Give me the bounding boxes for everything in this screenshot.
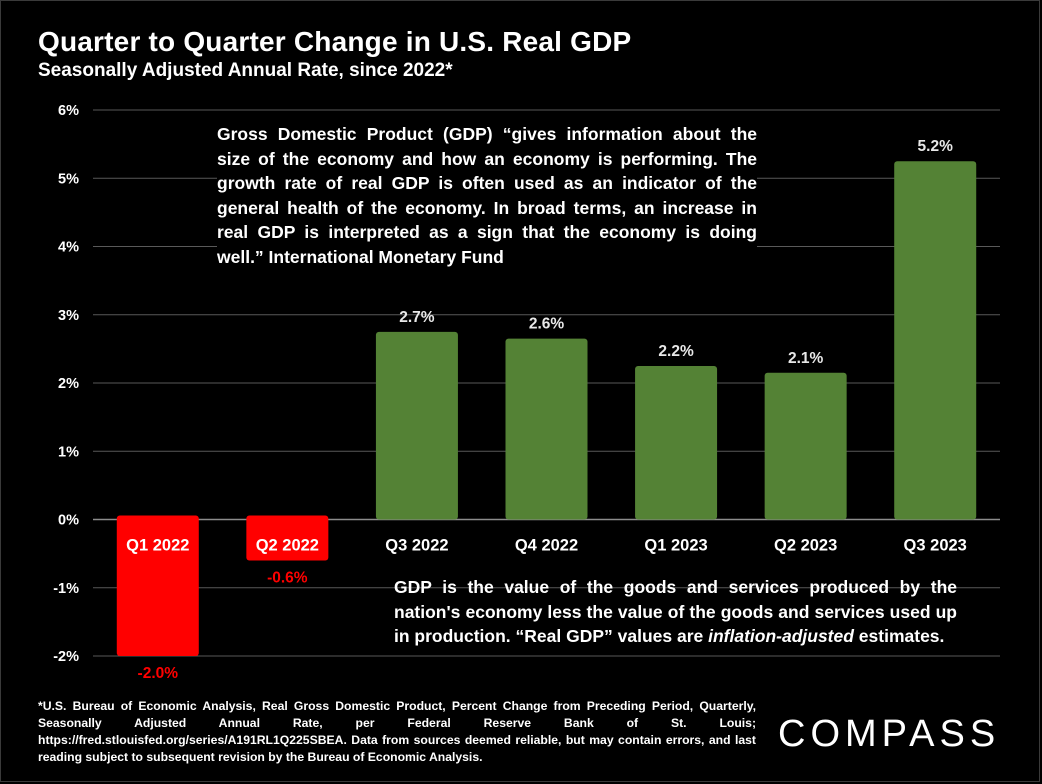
y-tick-label: -1%: [53, 581, 79, 597]
data-label: 2.7%: [399, 309, 435, 326]
imf-quote-annotation: Gross Domestic Product (GDP) “gives info…: [217, 122, 757, 269]
data-label: -0.6%: [267, 569, 308, 586]
definition-text-2: estimates.: [853, 626, 945, 646]
category-label: Q4 2022: [515, 537, 578, 555]
definition-italic: inflation-adjusted: [708, 626, 854, 646]
gdp-definition-annotation: GDP is the value of the goods and servic…: [394, 575, 957, 649]
chart-subtitle: Seasonally Adjusted Annual Rate, since 2…: [38, 60, 453, 81]
bars: [116, 161, 977, 656]
y-tick-label: -2%: [53, 649, 79, 665]
bar-q1-2022: [116, 515, 199, 656]
category-labels: Q1 2022 Q2 2022 Q3 2022 Q4 2022 Q1 2023 Q2 20…: [126, 537, 967, 555]
data-labels: -2.0% -0.6% 2.7% 2.6% 2.2% 2.1% 5.2%: [138, 138, 954, 682]
bar-q3-2022: [375, 331, 458, 520]
bar-q1-2023: [635, 365, 718, 520]
category-label: Q3 2022: [385, 537, 448, 555]
category-label: Q3 2023: [904, 537, 967, 555]
y-tick-label: 3%: [58, 308, 79, 324]
y-axis-ticks: -2% -1% 0% 1% 2% 3% 4% 5% 6%: [53, 103, 79, 665]
definition-text-1: GDP is the value of the goods and servic…: [394, 577, 957, 646]
y-tick-label: 5%: [58, 171, 79, 187]
category-label: Q2 2023: [774, 537, 837, 555]
chart-title: Quarter to Quarter Change in U.S. Real G…: [38, 26, 632, 57]
data-label: -2.0%: [138, 665, 179, 682]
y-tick-label: 4%: [58, 240, 79, 256]
source-footnote: *U.S. Bureau of Economic Analysis, Real …: [38, 699, 756, 764]
data-label: 2.6%: [529, 316, 565, 333]
bar-q4-2022: [505, 338, 588, 520]
bar-q3-2023: [894, 161, 977, 520]
category-label: Q2 2022: [256, 537, 319, 555]
data-label: 5.2%: [918, 138, 954, 155]
y-tick-label: 0%: [58, 513, 79, 529]
y-tick-label: 6%: [58, 103, 79, 119]
data-label: 2.1%: [788, 350, 824, 367]
compass-logo: COMPASS: [778, 713, 1001, 755]
bar-q2-2023: [764, 372, 847, 520]
y-tick-label: 2%: [58, 376, 79, 392]
data-label: 2.2%: [658, 343, 694, 360]
y-tick-label: 1%: [58, 444, 79, 460]
category-label: Q1 2023: [644, 537, 707, 555]
bar-q2-2022: [246, 515, 329, 561]
category-label: Q1 2022: [126, 537, 189, 555]
